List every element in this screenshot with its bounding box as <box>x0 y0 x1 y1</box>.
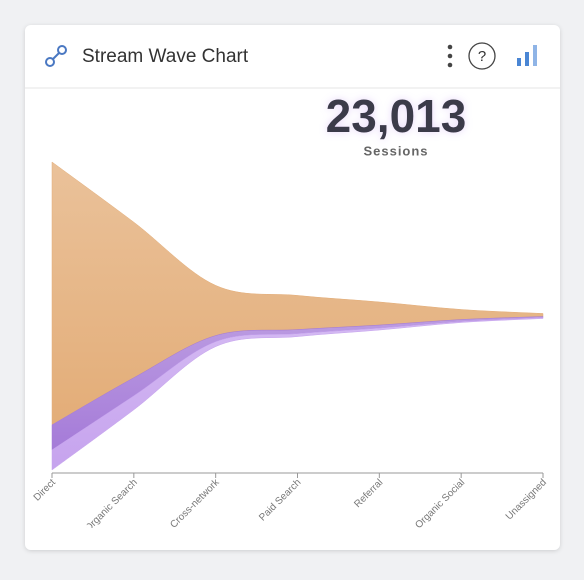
header-icon <box>45 45 67 67</box>
chart-type-button[interactable] <box>517 45 537 66</box>
widget-title: Stream Wave Chart <box>82 46 249 67</box>
kpi-label: Sessions <box>363 143 428 158</box>
stream-layer <box>51 317 544 471</box>
svg-text:?: ? <box>478 48 486 65</box>
kpi-value: 23,013 <box>326 90 467 142</box>
menu-button[interactable] <box>447 44 453 68</box>
card <box>25 25 560 550</box>
help-button[interactable]: ? <box>468 42 496 70</box>
